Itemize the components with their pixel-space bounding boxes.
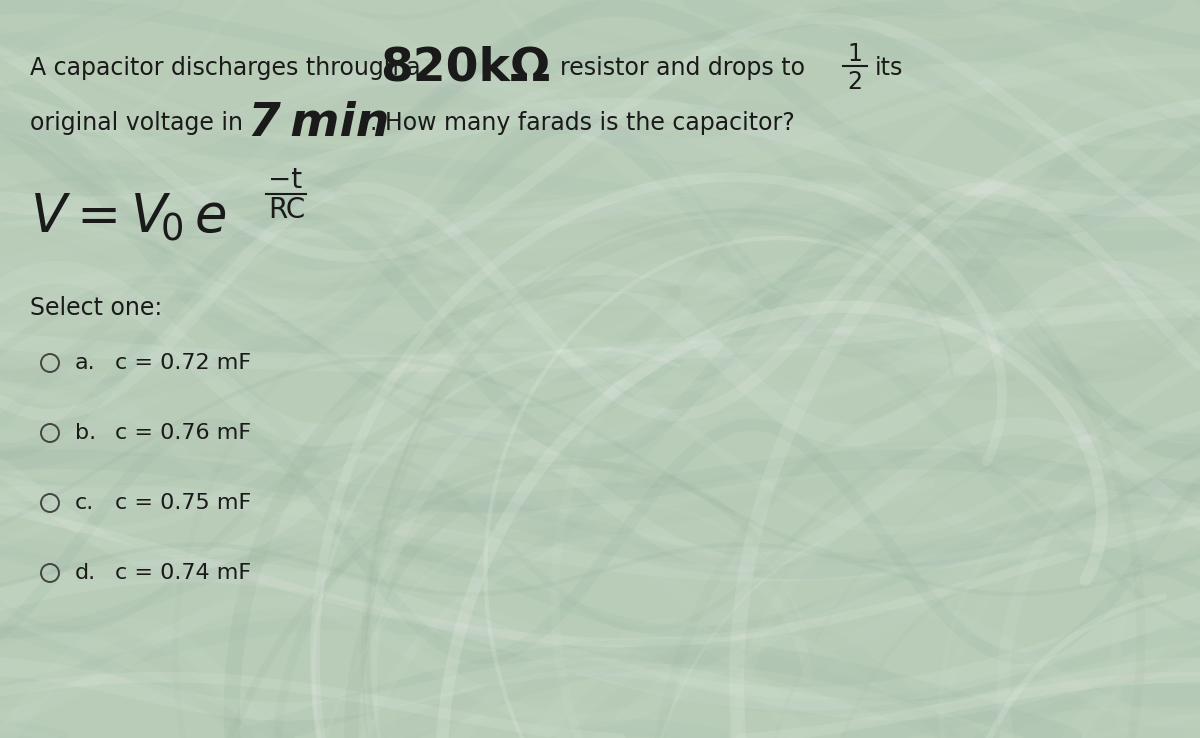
- Text: c = 0.75 mF: c = 0.75 mF: [115, 493, 251, 513]
- Text: −t: −t: [268, 166, 302, 194]
- Text: A capacitor discharges through a: A capacitor discharges through a: [30, 56, 428, 80]
- Text: its: its: [875, 56, 904, 80]
- Text: Select one:: Select one:: [30, 296, 162, 320]
- Text: c = 0.76 mF: c = 0.76 mF: [115, 423, 251, 443]
- Text: resistor and drops to: resistor and drops to: [560, 56, 805, 80]
- Text: b.: b.: [74, 423, 96, 443]
- Text: 7 min: 7 min: [248, 100, 389, 145]
- Text: $V = V_{\!0}\,e$: $V = V_{\!0}\,e$: [30, 192, 227, 244]
- Text: 1: 1: [847, 42, 863, 66]
- Text: original voltage in: original voltage in: [30, 111, 242, 135]
- Text: 820kΩ: 820kΩ: [380, 46, 550, 91]
- Text: RC: RC: [268, 196, 305, 224]
- Text: d.: d.: [74, 563, 96, 583]
- Text: 2: 2: [847, 70, 863, 94]
- Text: c = 0.74 mF: c = 0.74 mF: [115, 563, 251, 583]
- Text: a.: a.: [74, 353, 96, 373]
- Text: c.: c.: [74, 493, 95, 513]
- Text: c = 0.72 mF: c = 0.72 mF: [115, 353, 251, 373]
- Text: . How many farads is the capacitor?: . How many farads is the capacitor?: [370, 111, 794, 135]
